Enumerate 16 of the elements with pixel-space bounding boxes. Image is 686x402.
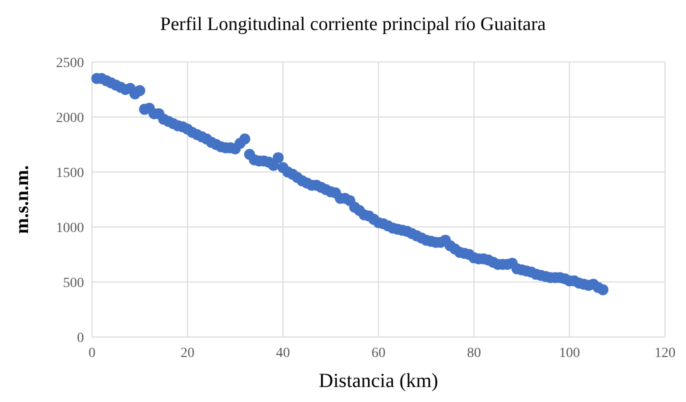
y-tick-label: 1500 [56,166,84,181]
y-tick-label: 0 [77,331,84,346]
x-tick-label: 100 [559,346,580,361]
x-axis-title: Distancia (km) [318,370,438,392]
x-tick-label: 20 [180,346,194,361]
x-tick-label: 40 [276,346,290,361]
y-tick-label: 2500 [56,56,84,71]
y-axis-title: m.s.n.m. [12,165,33,234]
y-tick-label: 500 [63,276,84,291]
y-tick-label: 2000 [56,111,84,126]
y-tick-label: 1000 [56,221,84,236]
x-tick-label: 0 [88,346,96,361]
x-tick-label: 60 [372,346,386,361]
x-tick-label: 120 [654,346,676,361]
x-tick-label: 80 [467,346,481,361]
chart-title: Perfil Longitudinal corriente principal río Guaitara [160,14,546,35]
